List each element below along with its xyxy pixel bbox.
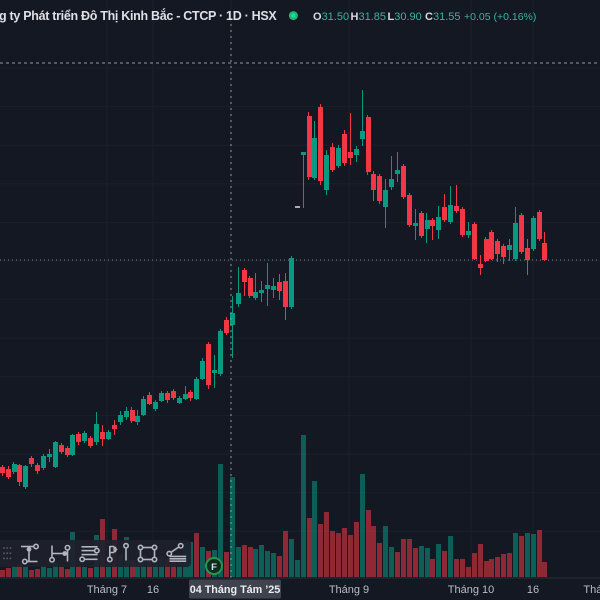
svg-text:04 Tháng Tám ’25: 04 Tháng Tám ’25 (190, 584, 281, 596)
svg-text:16: 16 (527, 584, 539, 596)
svg-text:16: 16 (147, 584, 159, 596)
svg-text:O31.50: O31.50 (313, 11, 349, 23)
svg-text:Tháng 9: Tháng 9 (329, 584, 369, 596)
svg-text:H31.85: H31.85 (351, 11, 386, 23)
svg-text:F: F (211, 562, 217, 573)
svg-text:Tháng 7: Tháng 7 (87, 584, 127, 596)
svg-text:+0.05 (+0.16%): +0.05 (+0.16%) (464, 11, 536, 23)
svg-text:L30.90: L30.90 (388, 11, 422, 23)
svg-text:g ty Phát triển Đô Thị Kinh Bắ: g ty Phát triển Đô Thị Kinh Bắc - CTCP ·… (0, 8, 277, 23)
svg-text:C31.55: C31.55 (425, 11, 460, 23)
svg-text:Tháng: Tháng (583, 584, 600, 596)
svg-text:Tháng 10: Tháng 10 (448, 584, 494, 596)
